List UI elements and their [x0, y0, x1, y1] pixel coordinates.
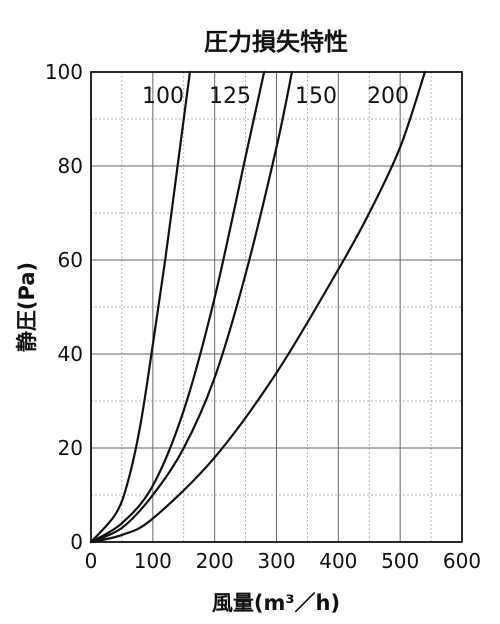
x-tick-label: 600	[443, 549, 481, 573]
y-tick-label: 60	[58, 248, 83, 272]
plot-frame	[90, 71, 463, 543]
x-tick-label: 100	[134, 549, 172, 573]
y-tick-label: 20	[58, 436, 83, 460]
y-axis-title: 静圧(Pa)	[15, 262, 39, 352]
y-tick-labels: 0 20 40 60 80 100	[45, 60, 83, 554]
series-label-100: 100	[142, 84, 184, 109]
x-tick-label: 400	[319, 549, 357, 573]
series-line-150	[89, 70, 294, 544]
x-tick-label: 300	[257, 549, 295, 573]
series-labels: 100 125 150 200	[142, 84, 409, 109]
y-tick-label: 80	[58, 154, 83, 178]
x-tick-label: 0	[85, 549, 98, 573]
x-axis-title: 風量(m³／h)	[212, 591, 340, 615]
series-label-200: 200	[367, 84, 409, 109]
series-line-125	[89, 70, 266, 544]
x-tick-label: 200	[196, 549, 234, 573]
x-tick-label: 500	[381, 549, 419, 573]
y-tick-label: 100	[45, 60, 83, 84]
series-line-100	[89, 70, 192, 544]
x-tick-labels: 0 100 200 300 400 500 600	[85, 549, 481, 573]
series-line-200	[89, 70, 426, 544]
series-label-125: 125	[209, 84, 251, 109]
chart-title: 圧力損失特性	[204, 28, 348, 56]
y-tick-label: 40	[58, 342, 83, 366]
series-label-150: 150	[295, 84, 337, 109]
series-curves	[89, 70, 426, 544]
y-tick-label: 0	[70, 530, 83, 554]
